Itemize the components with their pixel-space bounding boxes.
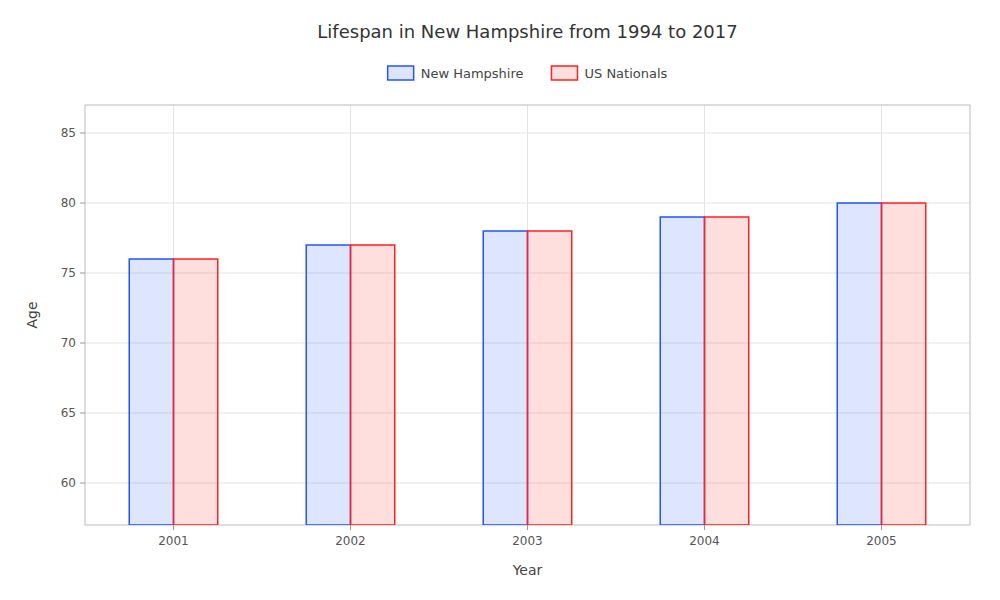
y-tick [80, 483, 85, 484]
y-tick [80, 133, 85, 134]
x-axis-label: Year [512, 562, 543, 578]
y-tick-label: 75 [61, 266, 76, 280]
plot-frame [85, 105, 970, 525]
chart-svg: 60 65 70 75 80 85 2001 2002 2003 2004 2005 Year Age L… [0, 0, 1000, 600]
bar [129, 259, 173, 525]
bar [174, 259, 218, 525]
grid [85, 105, 970, 525]
legend-item: US Nationals [551, 66, 667, 81]
x-tick [881, 525, 882, 530]
legend-swatch [388, 66, 414, 80]
bar [528, 231, 572, 525]
x-tick-label: 2004 [689, 534, 720, 548]
bar [483, 231, 527, 525]
bar [882, 203, 926, 525]
x-tick-label: 2002 [335, 534, 366, 548]
y-tick [80, 273, 85, 274]
legend-item: New Hampshire [388, 66, 524, 81]
y-tick [80, 203, 85, 204]
y-tick [80, 343, 85, 344]
bar [837, 203, 881, 525]
y-tick-label: 60 [61, 476, 76, 490]
bar [705, 217, 749, 525]
x-axis: 2001 2002 2003 2004 2005 [158, 525, 897, 548]
legend-label: New Hampshire [421, 66, 524, 81]
bar [306, 245, 350, 525]
x-tick [527, 525, 528, 530]
y-axis: 60 65 70 75 80 85 [61, 126, 85, 490]
x-tick [173, 525, 174, 530]
x-tick [350, 525, 351, 530]
bars [129, 203, 926, 525]
chart-title: Lifespan in New Hampshire from 1994 to 2… [317, 21, 737, 42]
legend: New Hampshire US Nationals [388, 66, 668, 81]
bar [351, 245, 395, 525]
y-tick-label: 85 [61, 126, 76, 140]
legend-label: US Nationals [584, 66, 667, 81]
x-tick-label: 2005 [866, 534, 897, 548]
chart-container: 60 65 70 75 80 85 2001 2002 2003 2004 2005 Year Age L… [0, 0, 1000, 600]
legend-swatch [551, 66, 577, 80]
y-tick [80, 413, 85, 414]
y-tick-label: 65 [61, 406, 76, 420]
y-axis-label: Age [24, 301, 40, 328]
bar [660, 217, 704, 525]
x-tick [704, 525, 705, 530]
y-tick-label: 70 [61, 336, 76, 350]
x-tick-label: 2003 [512, 534, 543, 548]
x-tick-label: 2001 [158, 534, 189, 548]
y-tick-label: 80 [61, 196, 76, 210]
